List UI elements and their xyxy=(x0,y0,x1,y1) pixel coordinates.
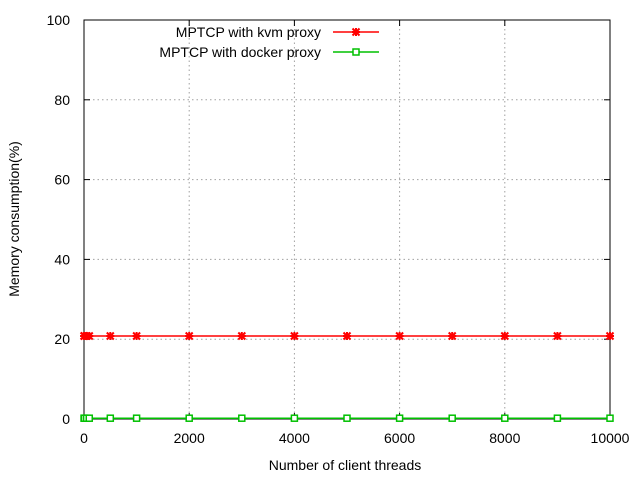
data-point xyxy=(237,331,247,341)
y-tick-label: 0 xyxy=(62,411,70,427)
legend-marker xyxy=(352,48,360,56)
x-axis-label: Number of client threads xyxy=(269,457,422,473)
data-point xyxy=(106,414,115,422)
legend-marker xyxy=(351,27,361,37)
data-point xyxy=(184,331,194,341)
data-point xyxy=(238,414,246,422)
series-layer xyxy=(79,331,615,422)
series-2 xyxy=(80,414,614,422)
axis-ticks xyxy=(83,19,611,420)
series-1 xyxy=(79,331,615,341)
legend-label: MPTCP with kvm proxy xyxy=(176,24,321,40)
data-point xyxy=(447,331,457,341)
data-point xyxy=(501,414,509,422)
x-tick-label: 4000 xyxy=(279,430,310,446)
data-point xyxy=(395,414,404,422)
plot-frame xyxy=(83,19,611,420)
data-point xyxy=(342,331,352,341)
data-point xyxy=(553,331,562,341)
y-tick-label: 20 xyxy=(54,331,70,347)
x-tick-label: 0 xyxy=(80,430,88,446)
y-axis-label: Memory consumption(%) xyxy=(6,141,22,297)
data-point xyxy=(290,331,299,341)
data-point xyxy=(185,414,193,422)
y-tick-label: 100 xyxy=(47,12,71,28)
x-tick-label: 2000 xyxy=(174,430,205,446)
x-tick-label: 10000 xyxy=(591,430,630,446)
y-tick-label: 80 xyxy=(54,92,70,108)
data-point xyxy=(132,331,141,341)
data-point xyxy=(448,414,456,422)
legend-label: MPTCP with docker proxy xyxy=(159,44,321,60)
data-point xyxy=(132,414,141,422)
data-point xyxy=(106,331,115,341)
x-tick-label: 8000 xyxy=(489,430,520,446)
data-point xyxy=(605,331,615,341)
data-point xyxy=(85,414,94,422)
data-point xyxy=(553,414,562,422)
x-tick-label: 6000 xyxy=(384,430,415,446)
data-point xyxy=(606,414,614,422)
data-point xyxy=(343,414,351,422)
data-point xyxy=(85,331,94,341)
data-point xyxy=(395,331,404,341)
data-point xyxy=(290,414,299,422)
tick-labels: 0 20 40 60 80 100 0 2000 4000 6000 8000 10000 xyxy=(47,12,630,446)
grid-lines xyxy=(84,20,610,419)
legend: MPTCP with kvm proxy MPTCP with docker pr… xyxy=(159,24,379,60)
y-tick-label: 60 xyxy=(54,172,70,188)
data-point xyxy=(500,331,510,341)
y-tick-label: 40 xyxy=(54,251,70,267)
